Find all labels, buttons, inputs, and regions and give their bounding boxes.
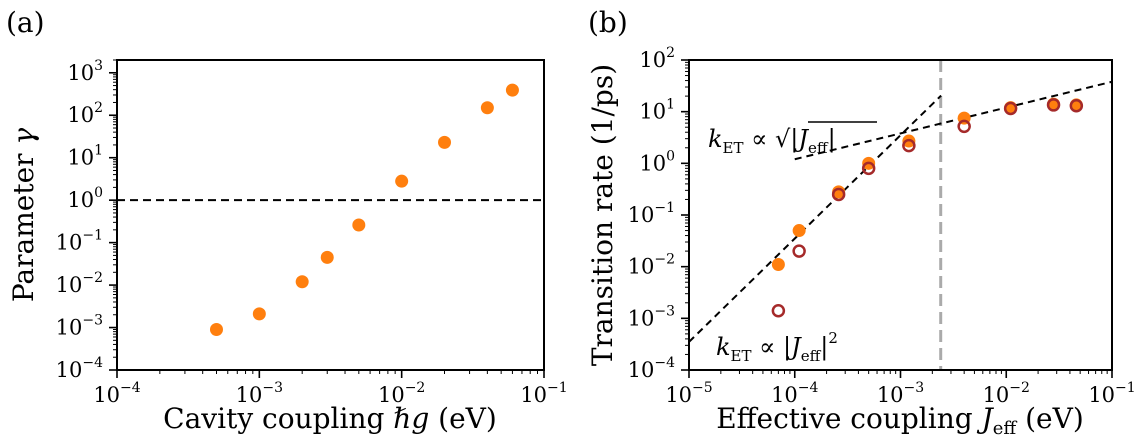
x-tick-label: 10−3 [877,380,924,407]
panel-a-x-label-text: Cavity coupling [163,402,393,435]
panel-b-x-label-text: Effective coupling [716,402,981,435]
panel-a-axes-frame [116,59,545,371]
x-tick-label: 10−2 [983,380,1030,407]
x-tick-label: 10−4 [93,380,140,407]
x-tick-label: 10−3 [236,380,283,407]
data-point [320,250,334,264]
plot-content [689,60,1112,370]
data-point [438,135,452,149]
panel-b-x-ticks: 10−5 10−4 10−3 10−2 10−1 [665,370,1136,407]
data-point [252,307,266,321]
panel-a-x-ticks: 10−4 10−3 10−2 10−1 [93,370,568,407]
x-tick-label: 10−1 [520,380,567,407]
panel-a-y-axis-label: Parameter γ [7,128,40,303]
data-point [295,275,309,289]
panel-a-y-label-symbol: γ [7,128,40,145]
y-tick-label: 10−4 [56,355,103,382]
data-point [1046,98,1061,112]
data-point [395,174,409,188]
data-point [1003,101,1018,116]
panel-b-x-label-sub: eff [993,418,1018,439]
y-tick-label: 10−2 [628,252,675,279]
y-tick-label: 102 [67,100,103,127]
x-tick-label: 10−4 [771,380,818,407]
data-point [771,304,786,318]
annotation-sqrt-k: k [708,125,723,153]
annotation-square-fit: kET ∝ |Jeff|2 [716,329,838,365]
data-point [902,138,916,153]
x-tick-label: 10−1 [1088,380,1135,407]
plot-content [117,83,544,336]
panel-b-plot-area [689,60,1112,370]
data-point [505,83,519,97]
panel-b-x-label-unit: (eV) [1016,402,1084,435]
annotation-sqrt-end: | [828,125,836,154]
data-point [352,218,366,232]
panel-b-y-ticks: 10−4 10−3 10−2 10−1 100 101 102 [628,45,689,382]
panel-a-y-label-text: Parameter [7,145,40,303]
data-point [792,244,806,258]
y-tick-label: 10−4 [628,355,675,382]
annotation-sq-k: k [716,333,731,361]
annotation-sq-mid: ∝ |J [752,333,803,362]
panel-a-x-label-symbol: ℏg [393,402,429,435]
fit-line-1 [689,94,942,343]
panel-a-x-axis-label: Cavity coupling ℏg (eV) [163,402,497,435]
fit-line-2 [794,80,1112,161]
panel-a-plot-area [117,83,544,336]
y-tick-label: 10−2 [56,270,103,297]
x-tick-label: 10−2 [378,380,425,407]
data-point [480,101,494,115]
panel-a-x-label-unit: (eV) [429,402,497,435]
data-point [861,161,876,176]
y-tick-label: 10−3 [628,303,675,330]
panel-a-label: (a) [6,6,45,39]
annotation-sq-sub: ET [731,347,752,365]
y-tick-label: 10−1 [56,228,103,255]
y-tick-label: 10−3 [56,313,103,340]
annotation-sqrt-fit: kET ∝ √|Jeff| [708,125,836,157]
x-tick-label: 10−5 [665,380,712,407]
annotation-sqrt-mid: ∝ √|J [744,125,810,154]
y-tick-label: 100 [639,148,675,175]
data-point [831,187,846,202]
panel-a-y-ticks: 10−4 10−3 10−2 10−1 100 101 102 103 [56,58,117,382]
y-tick-label: 103 [67,58,103,85]
panel-b-y-axis-label: Transition rate (1/ps) [586,64,619,366]
annotation-sq-exp: 2 [828,329,838,347]
annotation-sq-sub2: eff [801,347,822,365]
panel-b-x-label-symbol: J [977,402,995,435]
data-point [209,322,223,336]
panel-b-x-axis-label: Effective coupling Jeff (eV) [716,402,1084,439]
annotation-sq-bar: | [820,333,828,362]
data-point [771,258,785,272]
panel-b-label: (b) [588,6,628,39]
annotation-sqrt-sub2: eff [808,139,829,157]
y-tick-label: 102 [639,45,675,72]
y-tick-label: 101 [639,97,675,124]
y-tick-label: 10−1 [628,200,675,227]
data-point [1069,99,1084,113]
annotation-sqrt-sub: ET [723,139,744,157]
y-tick-label: 101 [67,143,103,170]
y-tick-label: 100 [67,185,103,212]
data-point [792,224,806,238]
data-point [957,119,971,134]
